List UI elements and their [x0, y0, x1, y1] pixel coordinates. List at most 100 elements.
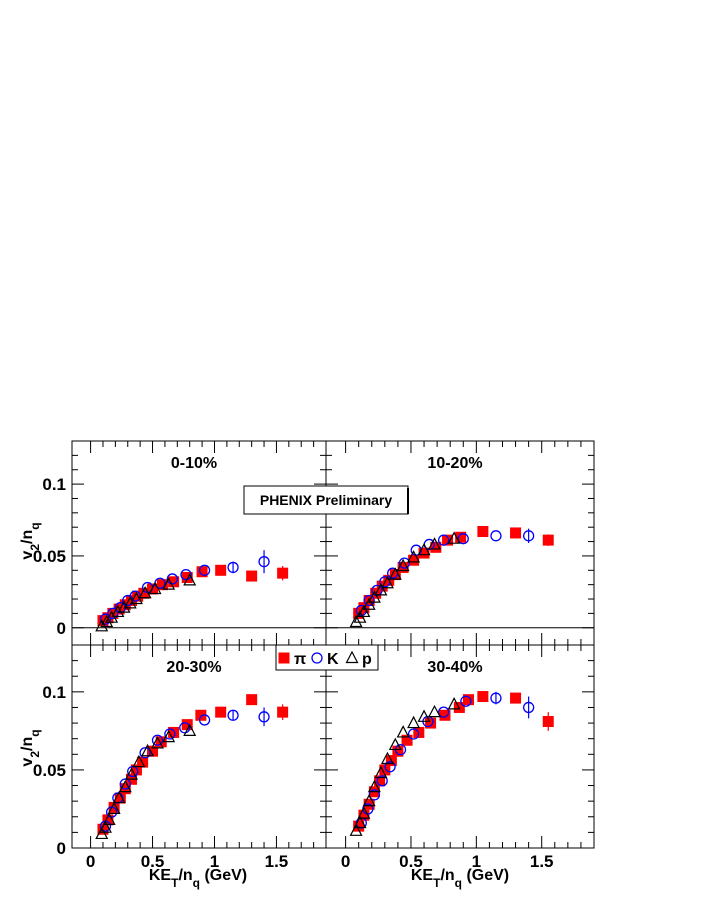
pion-point — [542, 534, 554, 546]
kaon-point — [438, 534, 450, 546]
kaon-point — [166, 573, 179, 585]
kaon-point — [164, 728, 176, 740]
kaon-point — [460, 695, 472, 707]
x-tick-label: 1 — [472, 852, 481, 871]
series-proton — [349, 697, 461, 836]
proton-point — [428, 537, 441, 550]
kaon-point — [384, 761, 396, 773]
x-tick-label: 1.5 — [265, 852, 289, 871]
proton-point — [357, 806, 371, 819]
proton-point — [380, 751, 394, 765]
y-tick-label: 0.05 — [33, 547, 66, 566]
panel-label: 10-20% — [427, 455, 482, 472]
proton-point — [388, 567, 402, 580]
panel-0: 0 0.05 0.1 0-10% — [33, 440, 327, 646]
kaon-point — [127, 765, 139, 778]
series-proton — [349, 531, 461, 628]
xlabel-sub2: q — [455, 876, 462, 890]
proton-point — [98, 820, 112, 833]
proton-point — [417, 542, 431, 556]
x-tick-label: 0 — [341, 852, 350, 871]
proton-point — [100, 614, 114, 628]
kaon-point — [198, 564, 211, 576]
proton-point — [95, 619, 109, 632]
proton-point — [124, 767, 138, 780]
proton-point — [374, 583, 388, 596]
kaon-point — [363, 594, 375, 607]
kaon-point — [151, 734, 164, 746]
panel-2: 0 0.5 1 1.5 0 0.05 0.1 20-30% — [33, 644, 327, 871]
x-axis-title-right: KET/nq (GeV) — [411, 867, 509, 890]
proton-point — [362, 793, 376, 807]
pion-point — [510, 527, 522, 539]
proton-point — [148, 581, 162, 595]
proton-point — [349, 823, 363, 836]
pion-point — [246, 694, 258, 706]
pion-point — [477, 691, 489, 703]
legend-proton-marker — [345, 650, 359, 664]
proton-point — [367, 779, 381, 793]
pion-point — [392, 745, 404, 757]
pion-point — [425, 717, 437, 729]
xlabel-main: KE — [149, 867, 172, 884]
proton-point — [162, 729, 176, 743]
legend-pion-marker — [278, 652, 290, 664]
panel-label: 20-30% — [166, 659, 221, 676]
xlabel-mid: /n — [178, 867, 192, 884]
series-kaon — [99, 707, 270, 832]
kaon-point — [99, 613, 112, 625]
ylabel-main: v — [19, 758, 36, 767]
ylabel-main: v — [19, 551, 36, 560]
series-proton — [95, 573, 197, 632]
proton-point — [118, 779, 132, 793]
pion-point — [196, 566, 208, 578]
pion-point — [246, 570, 258, 582]
proton-point — [388, 737, 402, 751]
xlabel-tail: (GeV) — [200, 867, 247, 884]
xlabel-sub2: q — [193, 876, 200, 890]
panel-3: 0 0.5 1 1.5 30-40% — [325, 644, 595, 871]
pion-point — [462, 694, 474, 706]
y-tick-label: 0.05 — [33, 761, 66, 780]
y-tick-label: 0.1 — [42, 475, 66, 494]
annotation-text: PHENIX Preliminary — [260, 492, 392, 508]
proton-point — [123, 596, 137, 609]
ylabel-sub1: 2 — [28, 544, 42, 551]
y-tick-label: 0 — [57, 619, 66, 638]
y-axis-title-top: v2/nq — [19, 522, 42, 559]
phenix-preliminary-box: PHENIX Preliminary — [243, 485, 409, 515]
pion-point — [442, 534, 454, 546]
proton-point — [417, 709, 431, 722]
kaon-point — [179, 722, 191, 734]
pion-point — [353, 820, 365, 832]
proton-point — [183, 723, 197, 736]
proton-point — [95, 826, 109, 840]
panel-label: 0-10% — [171, 455, 217, 472]
legend-kaon-marker — [311, 652, 323, 664]
pion-point — [542, 716, 554, 728]
xlabel-sub1: T — [171, 876, 179, 890]
kaon-point — [227, 709, 239, 721]
pion-point — [510, 692, 522, 704]
kaon-point — [258, 711, 270, 723]
kaon-point — [107, 607, 119, 620]
proton-point — [396, 725, 410, 738]
proton-point — [374, 765, 388, 779]
panel-label: 30-40% — [427, 659, 482, 676]
pion-point — [215, 564, 227, 576]
pion-point — [408, 554, 420, 566]
x-tick-label: 0.5 — [141, 852, 165, 871]
series-kaon — [355, 528, 535, 617]
pion-point — [358, 809, 370, 821]
series-proton — [95, 723, 197, 840]
legend-kaon-label: K — [327, 651, 339, 668]
pion-point — [277, 567, 289, 579]
pion-point — [277, 706, 289, 718]
proton-point — [353, 815, 367, 829]
kaon-point — [398, 557, 411, 569]
pion-point — [181, 719, 193, 731]
y-tick-label: 0.1 — [42, 683, 66, 702]
ylabel-mid: /n — [19, 737, 36, 751]
ylabel-sub1: 2 — [28, 751, 42, 758]
